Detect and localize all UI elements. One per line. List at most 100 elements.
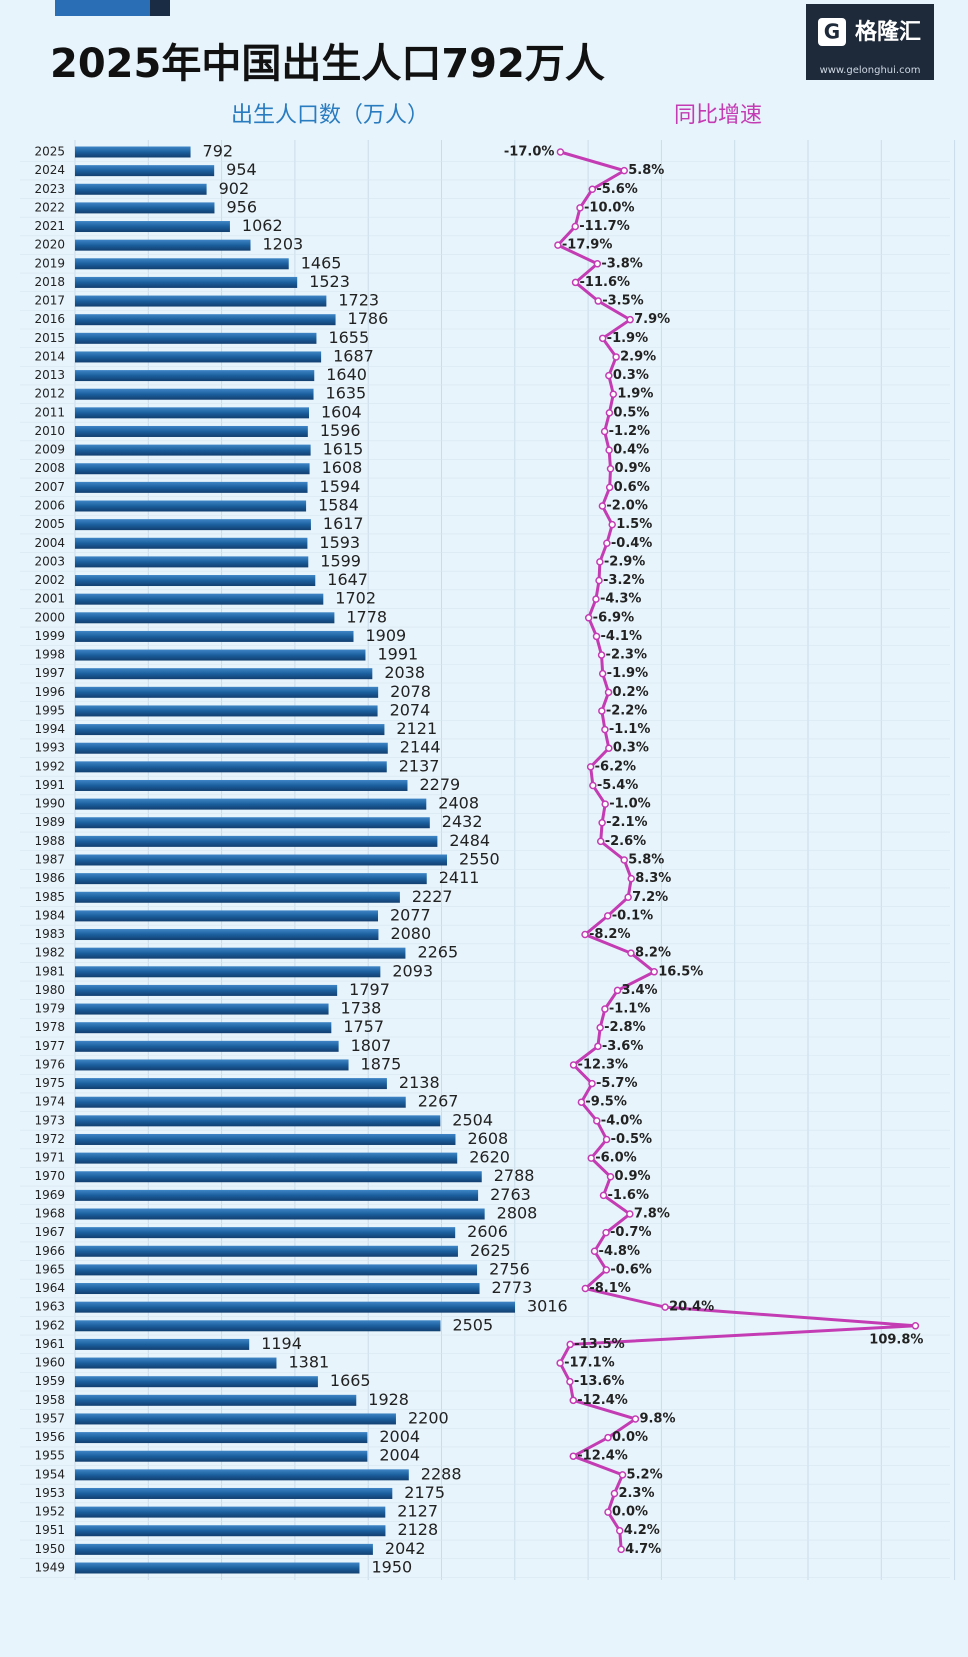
y-tick-label: 2005 <box>34 517 65 531</box>
data-label: 2042 <box>385 1539 426 1558</box>
y-tick-label: 1993 <box>34 741 65 755</box>
data-label: 902 <box>219 179 250 198</box>
data-label: 2504 <box>452 1110 493 1129</box>
y-tick-label: 1971 <box>34 1151 65 1165</box>
data-label: 1928 <box>368 1390 409 1409</box>
y-tick-label: 1958 <box>34 1393 65 1407</box>
data-label: 1738 <box>341 999 382 1018</box>
bar <box>75 1189 479 1201</box>
bar <box>75 1469 409 1481</box>
growth-label: -2.8% <box>604 1020 645 1035</box>
growth-point <box>601 800 609 808</box>
growth-label: 0.6% <box>614 480 650 495</box>
growth-label: -13.5% <box>574 1337 625 1352</box>
logo-icon-letter: G <box>824 20 840 44</box>
growth-label: -4.3% <box>600 592 641 607</box>
growth-point <box>661 1303 669 1311</box>
y-tick-label: 1962 <box>34 1318 65 1332</box>
y-tick-label: 2001 <box>34 592 65 606</box>
growth-point <box>608 520 616 529</box>
y-tick-label: 2003 <box>34 554 65 568</box>
bar <box>75 425 308 437</box>
growth-point <box>605 409 614 417</box>
growth-label: 0.0% <box>612 1505 648 1520</box>
data-label: 2484 <box>449 831 490 850</box>
growth-point <box>620 166 628 175</box>
growth-point <box>596 1023 604 1032</box>
bar <box>75 1096 406 1108</box>
data-label: 1381 <box>288 1353 329 1372</box>
data-label: 2288 <box>421 1464 462 1483</box>
data-label: 1593 <box>319 533 360 552</box>
y-tick-label: 2020 <box>34 238 65 252</box>
growth-label: -2.1% <box>606 815 647 830</box>
y-tick-label: 1980 <box>34 983 65 997</box>
growth-label: -2.9% <box>604 554 645 569</box>
bar <box>75 1171 482 1183</box>
data-label: 1655 <box>328 328 369 347</box>
y-tick-label: 1960 <box>34 1356 65 1370</box>
growth-point <box>624 893 632 902</box>
data-label: 1608 <box>322 458 363 477</box>
y-tick-label: 2006 <box>34 499 65 513</box>
data-label: 1599 <box>320 551 361 570</box>
y-tick-label: 1972 <box>34 1132 65 1146</box>
growth-point <box>605 446 613 454</box>
growth-label: -6.2% <box>595 759 636 774</box>
y-tick-label: 1979 <box>34 1002 65 1016</box>
growth-label: 0.2% <box>613 685 649 700</box>
growth-point <box>605 483 614 492</box>
y-tick-label: 1987 <box>34 853 65 867</box>
data-label: 2080 <box>390 924 431 943</box>
growth-label: -8.2% <box>589 927 630 942</box>
bar <box>75 1152 458 1164</box>
data-label: 1757 <box>343 1017 384 1036</box>
y-tick-label: 1999 <box>34 629 65 643</box>
bar <box>75 370 315 382</box>
growth-label: -0.7% <box>610 1225 651 1240</box>
growth-point <box>576 204 584 212</box>
y-tick-label: 1967 <box>34 1225 65 1239</box>
growth-label: 0.0% <box>612 1430 648 1445</box>
growth-point <box>598 818 606 827</box>
growth-label: -1.1% <box>609 1002 650 1017</box>
bar <box>75 388 314 400</box>
growth-label: -2.2% <box>606 703 647 718</box>
growth-label: 7.9% <box>634 312 670 327</box>
bar <box>75 1376 318 1388</box>
bar <box>75 1506 386 1518</box>
bar <box>75 966 381 978</box>
growth-point <box>588 1079 596 1088</box>
growth-label: 5.8% <box>628 853 664 868</box>
y-tick-label: 2008 <box>34 461 65 475</box>
y-tick-label: 2017 <box>34 294 65 308</box>
growth-label: -3.2% <box>603 573 644 588</box>
growth-point <box>589 781 597 790</box>
data-label: 2144 <box>400 738 441 757</box>
growth-label: 5.8% <box>628 163 664 178</box>
y-tick-label: 2007 <box>34 480 65 494</box>
growth-label: 2.3% <box>618 1486 654 1501</box>
data-label: 2004 <box>379 1427 420 1446</box>
y-tick-label: 1996 <box>34 685 65 699</box>
growth-label: 0.9% <box>615 1169 651 1184</box>
growth-point <box>604 1433 612 1442</box>
deco <box>55 0 170 16</box>
growth-point <box>592 595 600 603</box>
growth-point <box>609 390 618 398</box>
bar <box>75 984 338 996</box>
bar <box>75 1227 456 1239</box>
y-tick-label: 1992 <box>34 759 65 773</box>
growth-point <box>596 837 605 846</box>
data-label: 1778 <box>346 607 387 626</box>
growth-label: 16.5% <box>658 964 703 979</box>
data-label: 1640 <box>326 365 367 384</box>
growth-label: 7.8% <box>634 1207 670 1222</box>
y-tick-label: 1990 <box>34 797 65 811</box>
growth-label: -0.5% <box>611 1132 652 1147</box>
bar <box>75 146 191 158</box>
bar <box>75 351 322 363</box>
y-tick-label: 1966 <box>34 1244 65 1258</box>
growth-point <box>601 1005 609 1013</box>
growth-label: 5.2% <box>627 1467 663 1482</box>
